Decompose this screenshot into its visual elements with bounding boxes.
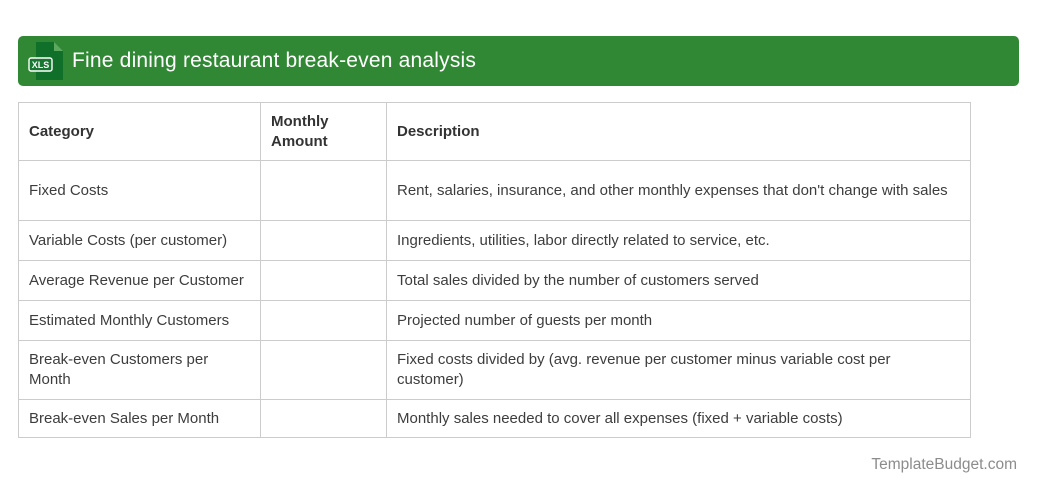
description-cell: Projected number of guests per month — [386, 300, 971, 341]
category-cell: Estimated Monthly Customers — [18, 300, 261, 341]
category-cell: Fixed Costs — [18, 160, 261, 221]
monthly-amount-cell — [260, 260, 387, 301]
column-header-category: Category — [18, 102, 261, 161]
break-even-table: Category Monthly Amount Description Fixe… — [18, 102, 971, 438]
description-cell: Rent, salaries, insurance, and other mon… — [386, 160, 971, 221]
monthly-amount-cell — [260, 399, 387, 438]
table-row: Average Revenue per Customer Total sales… — [18, 260, 971, 301]
column-header-monthly-amount: Monthly Amount — [260, 102, 387, 161]
monthly-amount-cell — [260, 160, 387, 221]
column-header-description: Description — [386, 102, 971, 161]
monthly-amount-cell — [260, 300, 387, 341]
category-cell: Break-even Sales per Month — [18, 399, 261, 438]
monthly-amount-cell — [260, 340, 387, 400]
table-row: Break-even Customers per Month Fixed cos… — [18, 340, 971, 400]
monthly-amount-cell — [260, 220, 387, 261]
description-cell: Ingredients, utilities, labor directly r… — [386, 220, 971, 261]
description-cell: Monthly sales needed to cover all expens… — [386, 399, 971, 438]
description-cell: Total sales divided by the number of cus… — [386, 260, 971, 301]
category-cell: Average Revenue per Customer — [18, 260, 261, 301]
watermark-text: TemplateBudget.com — [871, 456, 1017, 473]
svg-text:XLS: XLS — [32, 60, 50, 70]
description-cell: Fixed costs divided by (avg. revenue per… — [386, 340, 971, 400]
category-cell: Break-even Customers per Month — [18, 340, 261, 400]
table-header-row: Category Monthly Amount Description — [18, 102, 971, 161]
table-row: Variable Costs (per customer) Ingredient… — [18, 220, 971, 261]
table-row: Break-even Sales per Month Monthly sales… — [18, 399, 971, 438]
table-row: Fixed Costs Rent, salaries, insurance, a… — [18, 160, 971, 221]
table-row: Estimated Monthly Customers Projected nu… — [18, 300, 971, 341]
category-cell: Variable Costs (per customer) — [18, 220, 261, 261]
page-title: Fine dining restaurant break-even analys… — [72, 49, 477, 72]
xls-file-icon: XLS — [28, 42, 63, 80]
title-bar: XLS Fine dining restaurant break-even an… — [18, 36, 1019, 86]
